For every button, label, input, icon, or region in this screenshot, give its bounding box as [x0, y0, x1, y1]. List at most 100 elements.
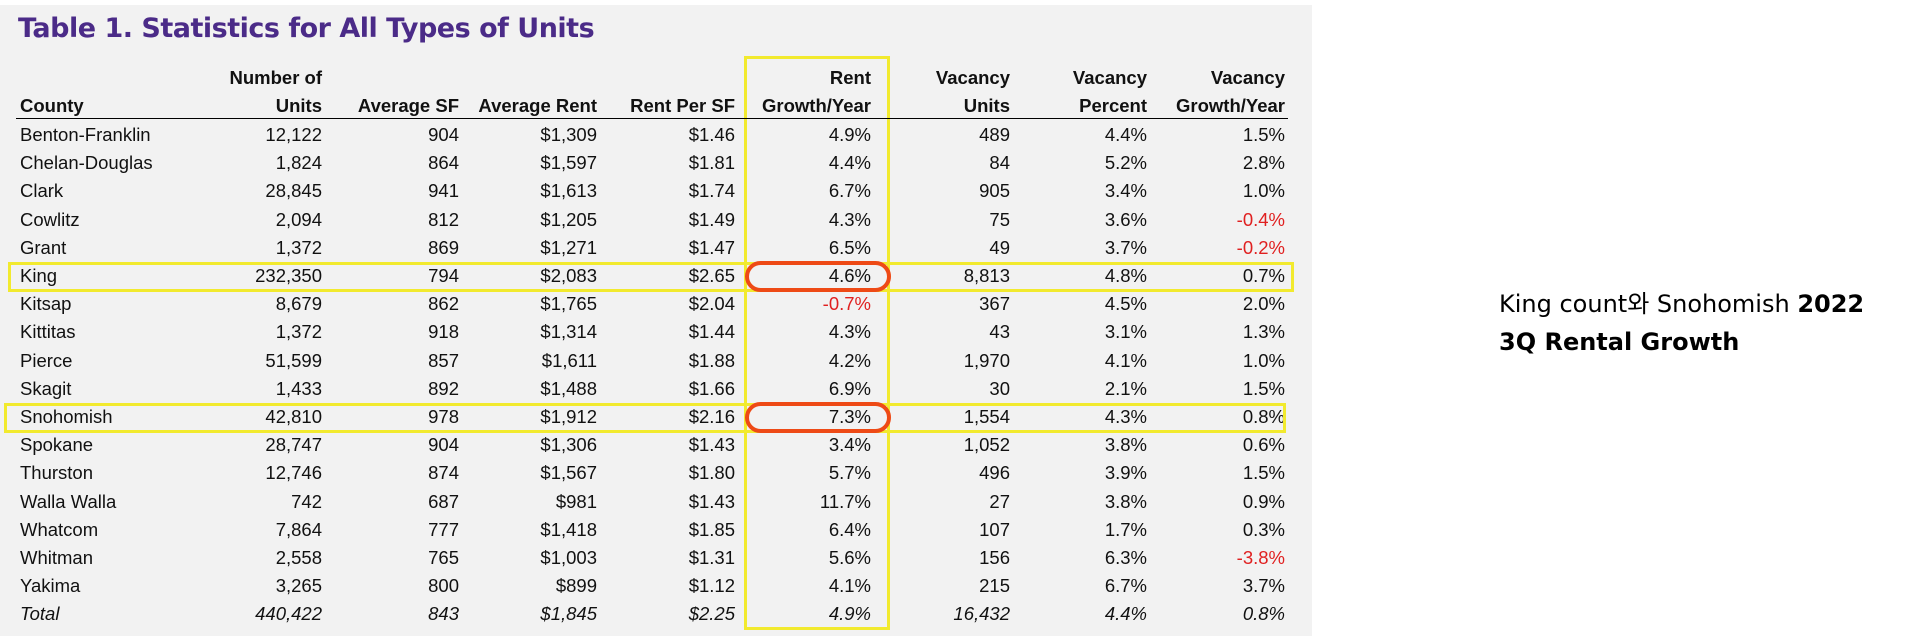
table-cell: $1.47: [688, 236, 735, 258]
table-cell: 687: [428, 490, 459, 512]
column-header: Average Rent: [478, 95, 597, 116]
header-divider: [16, 118, 1288, 119]
county-name: Spokane: [20, 434, 94, 456]
table-cell: 742: [291, 490, 322, 512]
column-header-line1: Number of: [229, 67, 323, 88]
table-cell: 4.1%: [1104, 349, 1147, 371]
table-cell: 3.8%: [1104, 434, 1147, 456]
table-cell: 6.7%: [1104, 575, 1147, 597]
table-cell: -0.7%: [822, 293, 871, 315]
table-cell: 5.7%: [828, 462, 871, 484]
table-cell: 12,122: [265, 124, 322, 145]
table-cell: $1,205: [540, 208, 597, 230]
table-cell: 1,052: [963, 434, 1010, 456]
table-cell: 12,746: [265, 462, 322, 484]
column-header-line1: Vacancy: [1210, 67, 1285, 88]
table-cell: 30: [989, 377, 1010, 399]
table-cell: -0.2%: [1236, 236, 1285, 258]
table-cell: $1.43: [688, 490, 735, 512]
table-cell: 5.6%: [828, 547, 871, 568]
table-cell: 874: [428, 462, 459, 484]
table-cell: 812: [428, 208, 459, 230]
table-cell: 1.0%: [1242, 180, 1285, 202]
table-cell: 765: [428, 547, 459, 568]
table-cell: 215: [979, 575, 1010, 597]
county-name: Skagit: [20, 377, 72, 399]
table-panel: Table 1. Statistics for All Types of Uni…: [0, 5, 1312, 636]
statistics-table: County Number of Units Average SF Average Re…: [0, 5, 1312, 636]
table-cell: 777: [428, 518, 459, 540]
table-cell: 4.1%: [828, 575, 871, 597]
table-cell: $1.66: [688, 377, 735, 399]
table-cell: 51,599: [265, 349, 322, 371]
table-cell: 3.9%: [1104, 462, 1147, 484]
table-cell: 1.7%: [1104, 518, 1147, 540]
table-cell: 4.5%: [1104, 293, 1147, 315]
table-cell: 3.1%: [1104, 321, 1147, 343]
county-name: Kitsap: [20, 293, 72, 315]
table-cell: 489: [979, 124, 1010, 145]
table-cell: 28,845: [265, 180, 322, 202]
table-cell: 800: [428, 575, 459, 597]
table-cell: 978: [428, 406, 459, 427]
county-name: Whitman: [20, 547, 93, 568]
table-cell: $1.12: [688, 575, 735, 597]
table-cell: 1,824: [275, 152, 322, 174]
total-cell: 440,422: [255, 603, 322, 625]
table-cell: 0.9%: [1242, 490, 1285, 512]
table-cell: 1,970: [963, 349, 1010, 371]
table-cell: 496: [979, 462, 1010, 484]
table-cell: 4.9%: [828, 124, 871, 145]
table-cell: -0.4%: [1236, 208, 1285, 230]
table-cell: 1,372: [275, 321, 322, 343]
table-cell: 794: [428, 265, 459, 286]
table-cell: $2.16: [688, 406, 735, 427]
table-cell: 4.3%: [1104, 406, 1147, 427]
table-cell: $1.44: [688, 321, 735, 343]
table-cell: 1.5%: [1242, 462, 1285, 484]
table-cell: $1,765: [540, 293, 597, 315]
table-cell: $1,611: [541, 349, 597, 371]
county-name: King: [20, 265, 58, 286]
table-cell: 0.8%: [1242, 406, 1285, 427]
table-cell: 0.7%: [1242, 265, 1285, 286]
table-cell: 3.7%: [1104, 236, 1147, 258]
table-cell: $1.85: [688, 518, 735, 540]
table-cell: 918: [428, 321, 459, 343]
total-label: Total: [20, 603, 60, 625]
county-name: Kittitas: [20, 321, 76, 343]
circled-cell: [745, 402, 891, 433]
table-cell: 1.5%: [1242, 124, 1285, 145]
table-cell: 3.4%: [828, 434, 871, 456]
total-cell: $2.25: [688, 603, 735, 625]
side-note-bold-text: 2022 3Q Rental Growth: [1499, 290, 1865, 356]
table-cell: $1,613: [540, 180, 597, 202]
table-cell: 4.4%: [1104, 124, 1147, 145]
table-cell: 84: [989, 152, 1010, 174]
county-name: Grant: [20, 236, 67, 258]
table-cell: $1.43: [688, 434, 735, 456]
table-cell: $1,309: [540, 124, 597, 145]
table-cell: 49: [989, 236, 1010, 258]
table-cell: 1.5%: [1242, 377, 1285, 399]
table-cell: 0.6%: [1242, 434, 1285, 456]
table-cell: 2,558: [275, 547, 322, 568]
table-cell: 3.8%: [1104, 490, 1147, 512]
total-cell: 0.8%: [1242, 603, 1285, 625]
table-cell: 6.9%: [828, 377, 871, 399]
table-cell: 4.8%: [1104, 265, 1147, 286]
table-cell: $899: [555, 575, 597, 597]
county-name: Walla Walla: [20, 490, 117, 512]
highlighted-row-king: [8, 262, 1294, 292]
table-cell: 107: [979, 518, 1010, 540]
table-cell: 941: [428, 180, 459, 202]
table-cell: $2,083: [540, 265, 597, 286]
table-cell: 904: [428, 434, 459, 456]
table-cell: $1,271: [540, 236, 597, 258]
table-cell: 4.3%: [828, 208, 871, 230]
table-cell: 892: [428, 377, 459, 399]
table-cell: 1,372: [275, 236, 322, 258]
table-cell: 6.3%: [1104, 547, 1147, 568]
column-header: Units: [963, 95, 1010, 116]
table-cell: 232,350: [255, 265, 322, 286]
